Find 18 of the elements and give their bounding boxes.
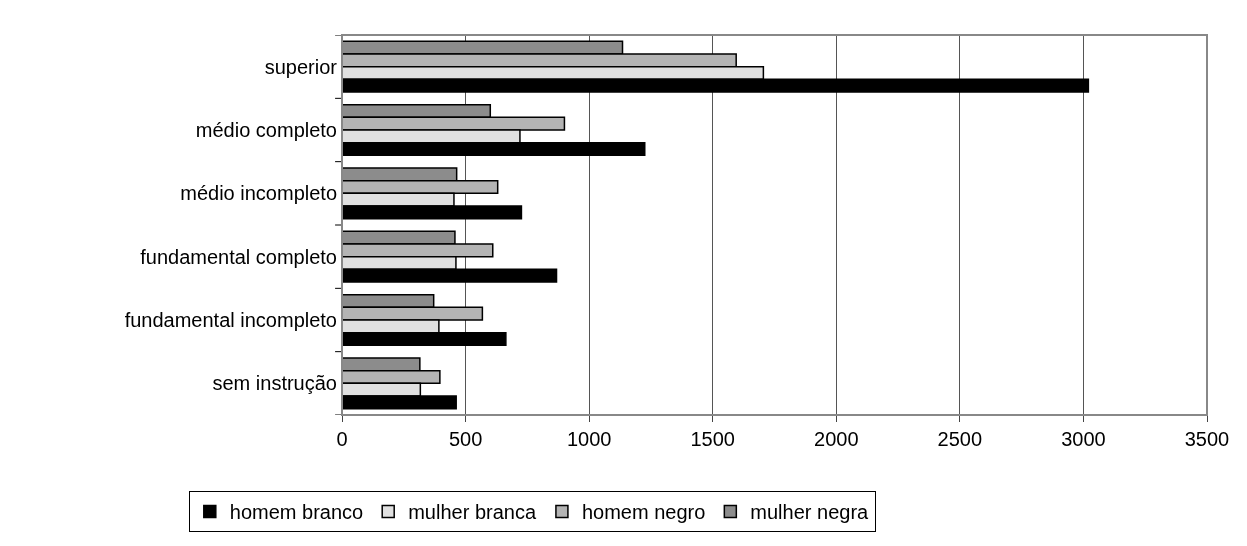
x-tick-label: 2500 — [937, 428, 983, 450]
x-tick-label: 1000 — [566, 428, 612, 450]
y-tick-label: fundamental incompleto — [124, 309, 337, 331]
x-tick-label: 3500 — [1184, 428, 1230, 450]
x-tick-label: 2000 — [814, 428, 859, 450]
legend-label: mulher negra — [750, 501, 870, 524]
x-tick-label: 0 — [336, 428, 348, 450]
x-tick-label: 1500 — [690, 428, 735, 450]
x-tick-label: 500 — [448, 428, 483, 450]
y-tick-label: sem instrução — [212, 372, 337, 395]
y-tick-label: médio incompleto — [180, 182, 337, 205]
x-tick-label: 3000 — [1061, 428, 1106, 450]
y-tick-label: superior — [264, 55, 338, 78]
y-tick-label: médio completo — [195, 119, 337, 141]
legend-label: homem negro — [581, 501, 706, 524]
legend-label: homem branco — [229, 501, 364, 524]
legend-label: mulher branca — [408, 501, 537, 524]
y-tick-label: fundamental completo — [140, 245, 337, 268]
